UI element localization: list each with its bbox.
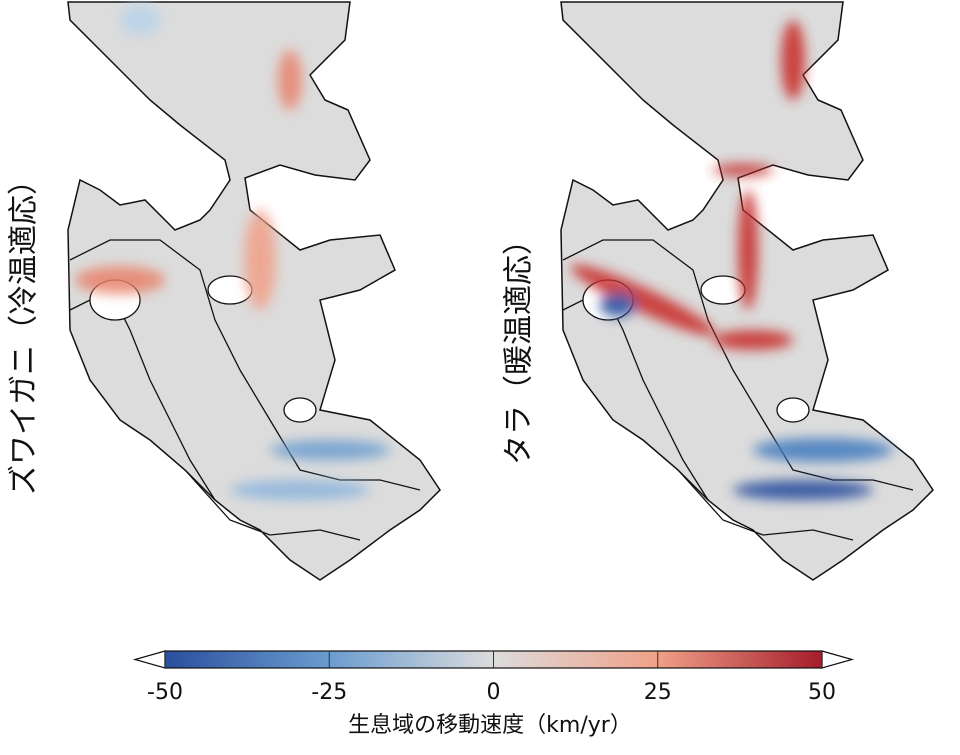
colorbar-label: 生息域の移動速度（km/yr）	[348, 713, 632, 738]
map-right	[560, 1, 934, 581]
extend-high	[821, 650, 855, 669]
tick-label: 0	[487, 680, 501, 705]
panel-label: タラ（暖温適応）	[502, 225, 537, 465]
tick-label: -50	[147, 680, 183, 705]
tick-label: 50	[808, 680, 836, 705]
panel-label: ズワイガニ（冷温適応）	[7, 165, 42, 495]
map-left	[67, 1, 441, 581]
tick-label: -25	[311, 680, 347, 705]
tick-label: 25	[644, 680, 672, 705]
extend-low	[132, 650, 166, 669]
